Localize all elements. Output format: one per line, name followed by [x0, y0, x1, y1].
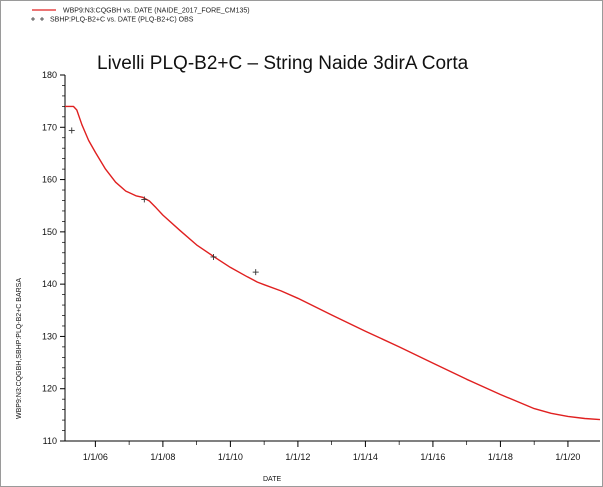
- y-tick-label: 170: [42, 122, 57, 132]
- x-axis-label: DATE: [263, 476, 281, 483]
- legend-entry-forecast: WBP9:N3:CQGBH vs. DATE (NAIDE_2017_FORE_…: [63, 8, 250, 15]
- x-axis-ticks: 1/1/06 1/1/08 1/1/10 1/1/12 1/1/14 1/1/16 1/1/…: [83, 441, 580, 462]
- y-axis-label: WBP9:N3:CQGBH,SBHP:PLQ-B2+C BARSA: [16, 278, 23, 419]
- x-tick-label: 1/1/06: [83, 452, 108, 462]
- x-tick-label: 1/1/20: [555, 452, 580, 462]
- observed-point: [210, 253, 217, 260]
- x-tick-label: 1/1/10: [218, 452, 243, 462]
- observed-point: [252, 269, 259, 276]
- series-observed: [68, 127, 259, 276]
- x-tick-label: 1/1/08: [150, 452, 175, 462]
- x-tick-label: 1/1/18: [488, 452, 513, 462]
- y-tick-label: 160: [42, 175, 57, 185]
- y-tick-label: 120: [42, 384, 57, 394]
- legend: WBP9:N3:CQGBH vs. DATE (NAIDE_2017_FORE_…: [31, 8, 250, 24]
- chart-title: Livelli PLQ-B2+C – String Naide 3dirA Co…: [97, 53, 469, 74]
- x-tick-label: 1/1/16: [420, 452, 445, 462]
- x-tick-label: 1/1/12: [285, 452, 310, 462]
- y-tick-label: 110: [43, 436, 57, 446]
- plot-axes: [64, 75, 600, 442]
- y-axis-ticks: 110 120 130 140 150 160 170 180: [42, 70, 65, 446]
- observed-point: [68, 127, 75, 134]
- series-forecast: [65, 105, 601, 421]
- x-tick-label: 1/1/14: [353, 452, 378, 462]
- y-tick-label: 150: [42, 227, 57, 237]
- legend-marker-swatch: [31, 17, 44, 21]
- legend-entry-observed: SBHP:PLQ-B2+C vs. DATE (PLQ-B2+C) OBS: [50, 17, 194, 24]
- observed-point: [141, 196, 148, 203]
- y-tick-label: 140: [42, 279, 57, 289]
- y-tick-label: 180: [42, 70, 57, 80]
- forecast-line: [65, 105, 601, 421]
- y-tick-label: 130: [42, 331, 57, 341]
